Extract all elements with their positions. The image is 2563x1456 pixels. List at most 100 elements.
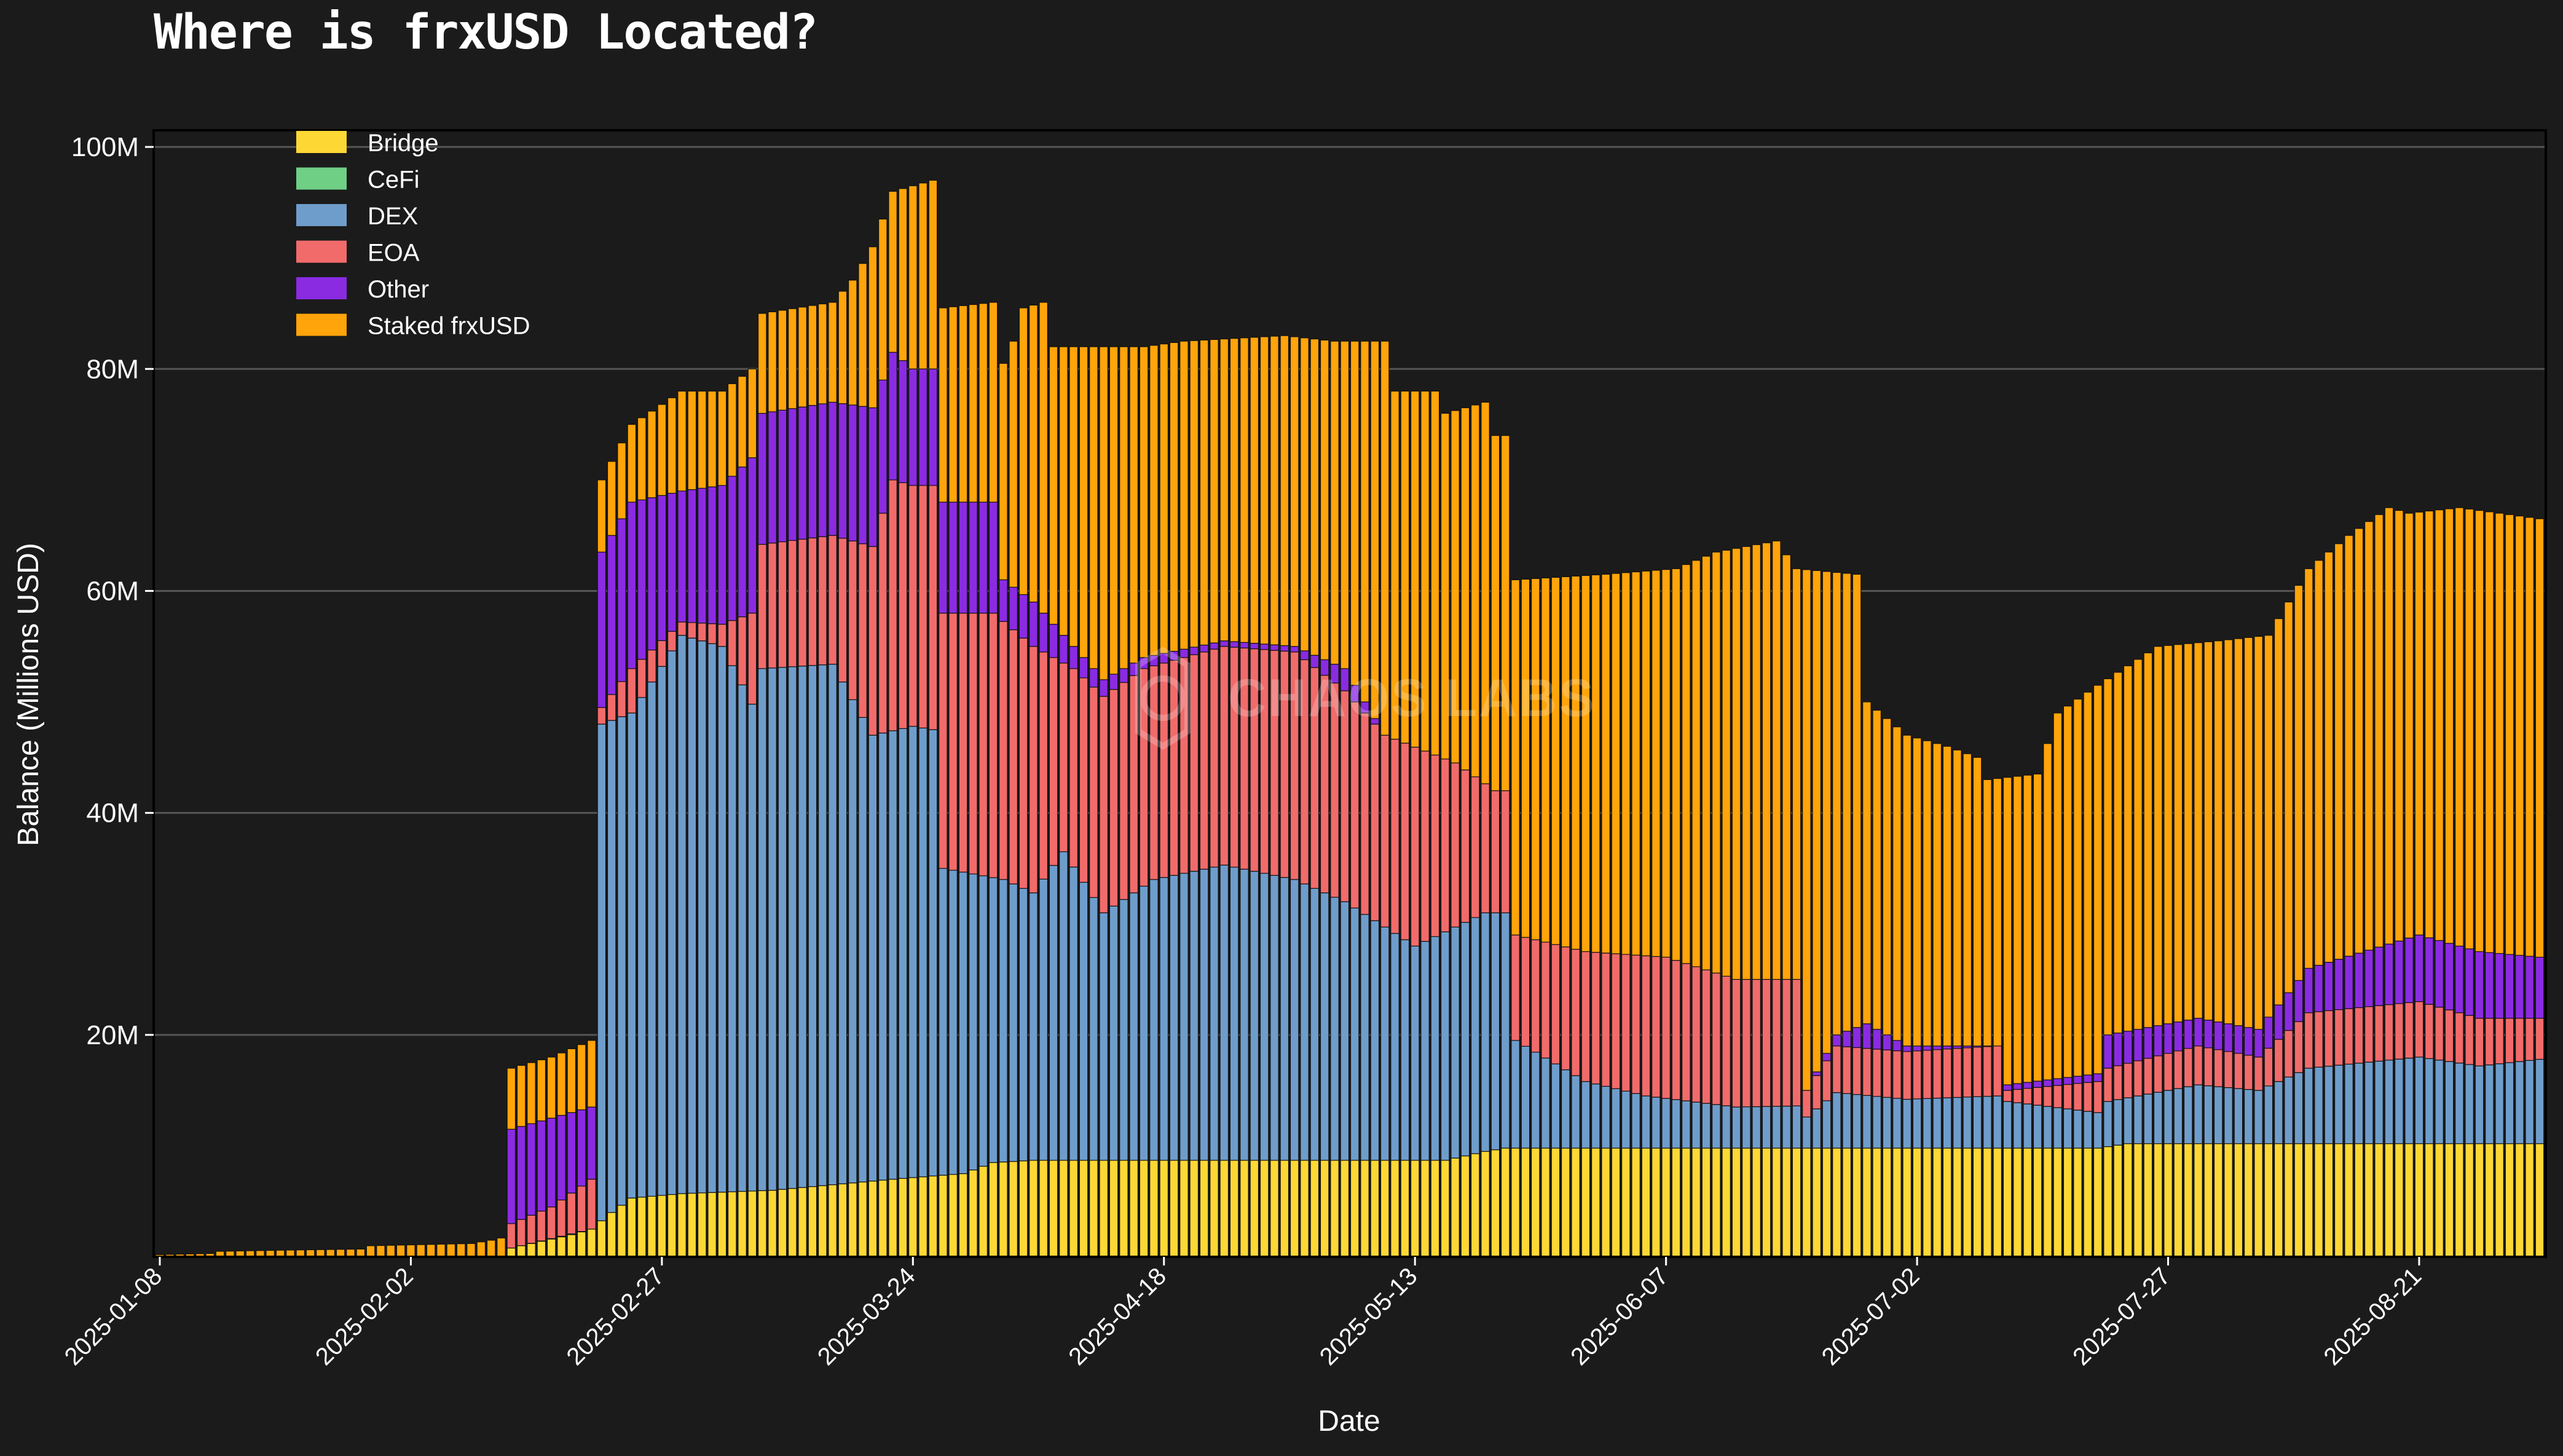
bar-segment-other	[657, 495, 667, 641]
bar-segment-eoa	[2113, 1065, 2123, 1100]
bar-segment-other	[2234, 1025, 2243, 1054]
bar-segment-bridge	[738, 1190, 747, 1257]
bar-segment-dex	[1953, 1096, 1962, 1149]
bar-segment-bridge	[1079, 1160, 1089, 1257]
bar-segment-other	[1018, 594, 1028, 639]
bar-segment-eoa	[778, 541, 787, 668]
bar-segment-eoa	[1079, 677, 1089, 883]
bar-segment-dex	[1099, 912, 1109, 1161]
bar-segment-dex	[1420, 941, 1430, 1161]
bar-segment-eoa	[2133, 1060, 2143, 1096]
x-tick-label: 2025-04-18	[1063, 1262, 1171, 1371]
bar-segment-staked-frxusd	[2404, 513, 2414, 939]
bar-segment-dex	[958, 872, 968, 1175]
bar-segment-other	[1240, 642, 1249, 648]
bar-segment-eoa	[1762, 978, 1771, 1107]
bar-segment-eoa	[2455, 1012, 2464, 1064]
bar-segment-other	[1259, 643, 1269, 650]
bar-segment-eoa	[697, 623, 707, 642]
bar-segment-other	[2073, 1076, 2082, 1084]
bar-segment-dex	[2063, 1108, 2073, 1149]
bar-segment-bridge	[2083, 1147, 2093, 1257]
bar-segment-staked-frxusd	[1139, 346, 1149, 658]
bar-segment-bridge	[2495, 1143, 2504, 1257]
bar-segment-bridge	[918, 1176, 927, 1257]
bar-segment-staked-frxusd	[2023, 774, 2033, 1083]
bar-segment-staked-frxusd	[506, 1068, 516, 1130]
bar-segment-other	[577, 1109, 586, 1187]
bar-segment-staked-frxusd	[2073, 698, 2082, 1077]
bar-segment-eoa	[2203, 1047, 2213, 1087]
bar-segment-staked-frxusd	[928, 179, 938, 369]
bar-segment-eoa	[567, 1192, 577, 1235]
bar-segment-bridge	[2284, 1143, 2293, 1257]
bar-segment-other	[2264, 1017, 2274, 1049]
bar-segment-bridge	[1219, 1160, 1229, 1257]
bar-segment-other	[697, 487, 707, 624]
bar-segment-dex	[1591, 1083, 1600, 1149]
bar-segment-eoa	[1018, 637, 1028, 889]
bar-segment-dex	[2033, 1104, 2042, 1149]
bar-segment-bridge	[1250, 1160, 1259, 1257]
bar-segment-staked-frxusd	[2224, 639, 2233, 1025]
bar-segment-dex	[607, 720, 616, 1213]
bar-segment-dex	[817, 664, 827, 1186]
bar-segment-eoa	[1621, 954, 1631, 1092]
bar-segment-dex	[1972, 1096, 1982, 1149]
bar-segment-staked-frxusd	[1470, 404, 1480, 777]
bar-segment-staked-frxusd	[1089, 346, 1098, 669]
bar-segment-other	[2435, 940, 2444, 1008]
bar-segment-bridge	[2013, 1147, 2022, 1257]
bar-segment-other	[2194, 1018, 2203, 1047]
bar-segment-bridge	[2043, 1147, 2052, 1257]
bar-segment-other	[1210, 642, 1219, 650]
bar-segment-bridge	[1812, 1147, 1821, 1257]
bar-segment-eoa	[1390, 739, 1400, 934]
bar-segment-other	[1912, 1045, 1922, 1052]
bar-segment-dex	[1320, 892, 1329, 1161]
bar-segment-staked-frxusd	[597, 479, 607, 553]
bar-segment-other	[1882, 1034, 1892, 1050]
bar-segment-eoa	[888, 479, 897, 731]
bar-segment-dex	[1139, 886, 1149, 1161]
bar-segment-bridge	[1932, 1147, 1942, 1257]
bar-segment-staked-frxusd	[1782, 554, 1791, 980]
bar-segment-dex	[1481, 912, 1490, 1152]
bar-segment-other	[2103, 1034, 2112, 1069]
bar-segment-bridge	[808, 1186, 817, 1257]
bar-segment-staked-frxusd	[1812, 570, 1821, 1072]
bar-segment-bridge	[2354, 1143, 2364, 1257]
bar-segment-dex	[2495, 1063, 2504, 1144]
bar-segment-bridge	[1039, 1160, 1049, 1257]
bar-segment-dex	[1652, 1096, 1661, 1149]
bar-segment-staked-frxusd	[1631, 571, 1640, 956]
bar-segment-dex	[2093, 1112, 2103, 1149]
bar-segment-staked-frxusd	[1671, 568, 1681, 961]
bar-segment-staked-frxusd	[497, 1237, 506, 1257]
bar-segment-staked-frxusd	[687, 390, 697, 490]
bar-segment-dex	[1500, 912, 1510, 1149]
bar-segment-staked-frxusd	[1892, 726, 1902, 1041]
bar-segment-bridge	[1049, 1160, 1058, 1257]
bar-segment-dex	[1822, 1100, 1832, 1149]
bar-segment-bridge	[2444, 1143, 2454, 1257]
bar-segment-other	[1822, 1053, 1832, 1061]
bar-segment-bridge	[2113, 1144, 2123, 1257]
bar-segment-staked-frxusd	[2485, 511, 2494, 953]
x-tick-label: 2025-06-07	[1565, 1262, 1674, 1371]
bar-segment-staked-frxusd	[1320, 339, 1329, 661]
bar-segment-staked-frxusd	[2384, 507, 2394, 945]
bar-segment-staked-frxusd	[1420, 390, 1430, 752]
bar-segment-eoa	[2073, 1083, 2082, 1111]
bar-segment-bridge	[1530, 1147, 1540, 1257]
bar-segment-other	[948, 502, 958, 614]
bar-segment-dex	[2404, 1057, 2414, 1144]
bar-segment-other	[1059, 635, 1068, 664]
bar-segment-staked-frxusd	[2183, 643, 2193, 1021]
bar-segment-staked-frxusd	[1199, 339, 1209, 646]
bar-segment-eoa	[2053, 1085, 2063, 1108]
bar-segment-dex	[1029, 892, 1038, 1161]
bar-segment-eoa	[2444, 1009, 2454, 1062]
bar-segment-other	[1942, 1045, 1952, 1050]
bar-segment-dex	[1240, 868, 1249, 1161]
